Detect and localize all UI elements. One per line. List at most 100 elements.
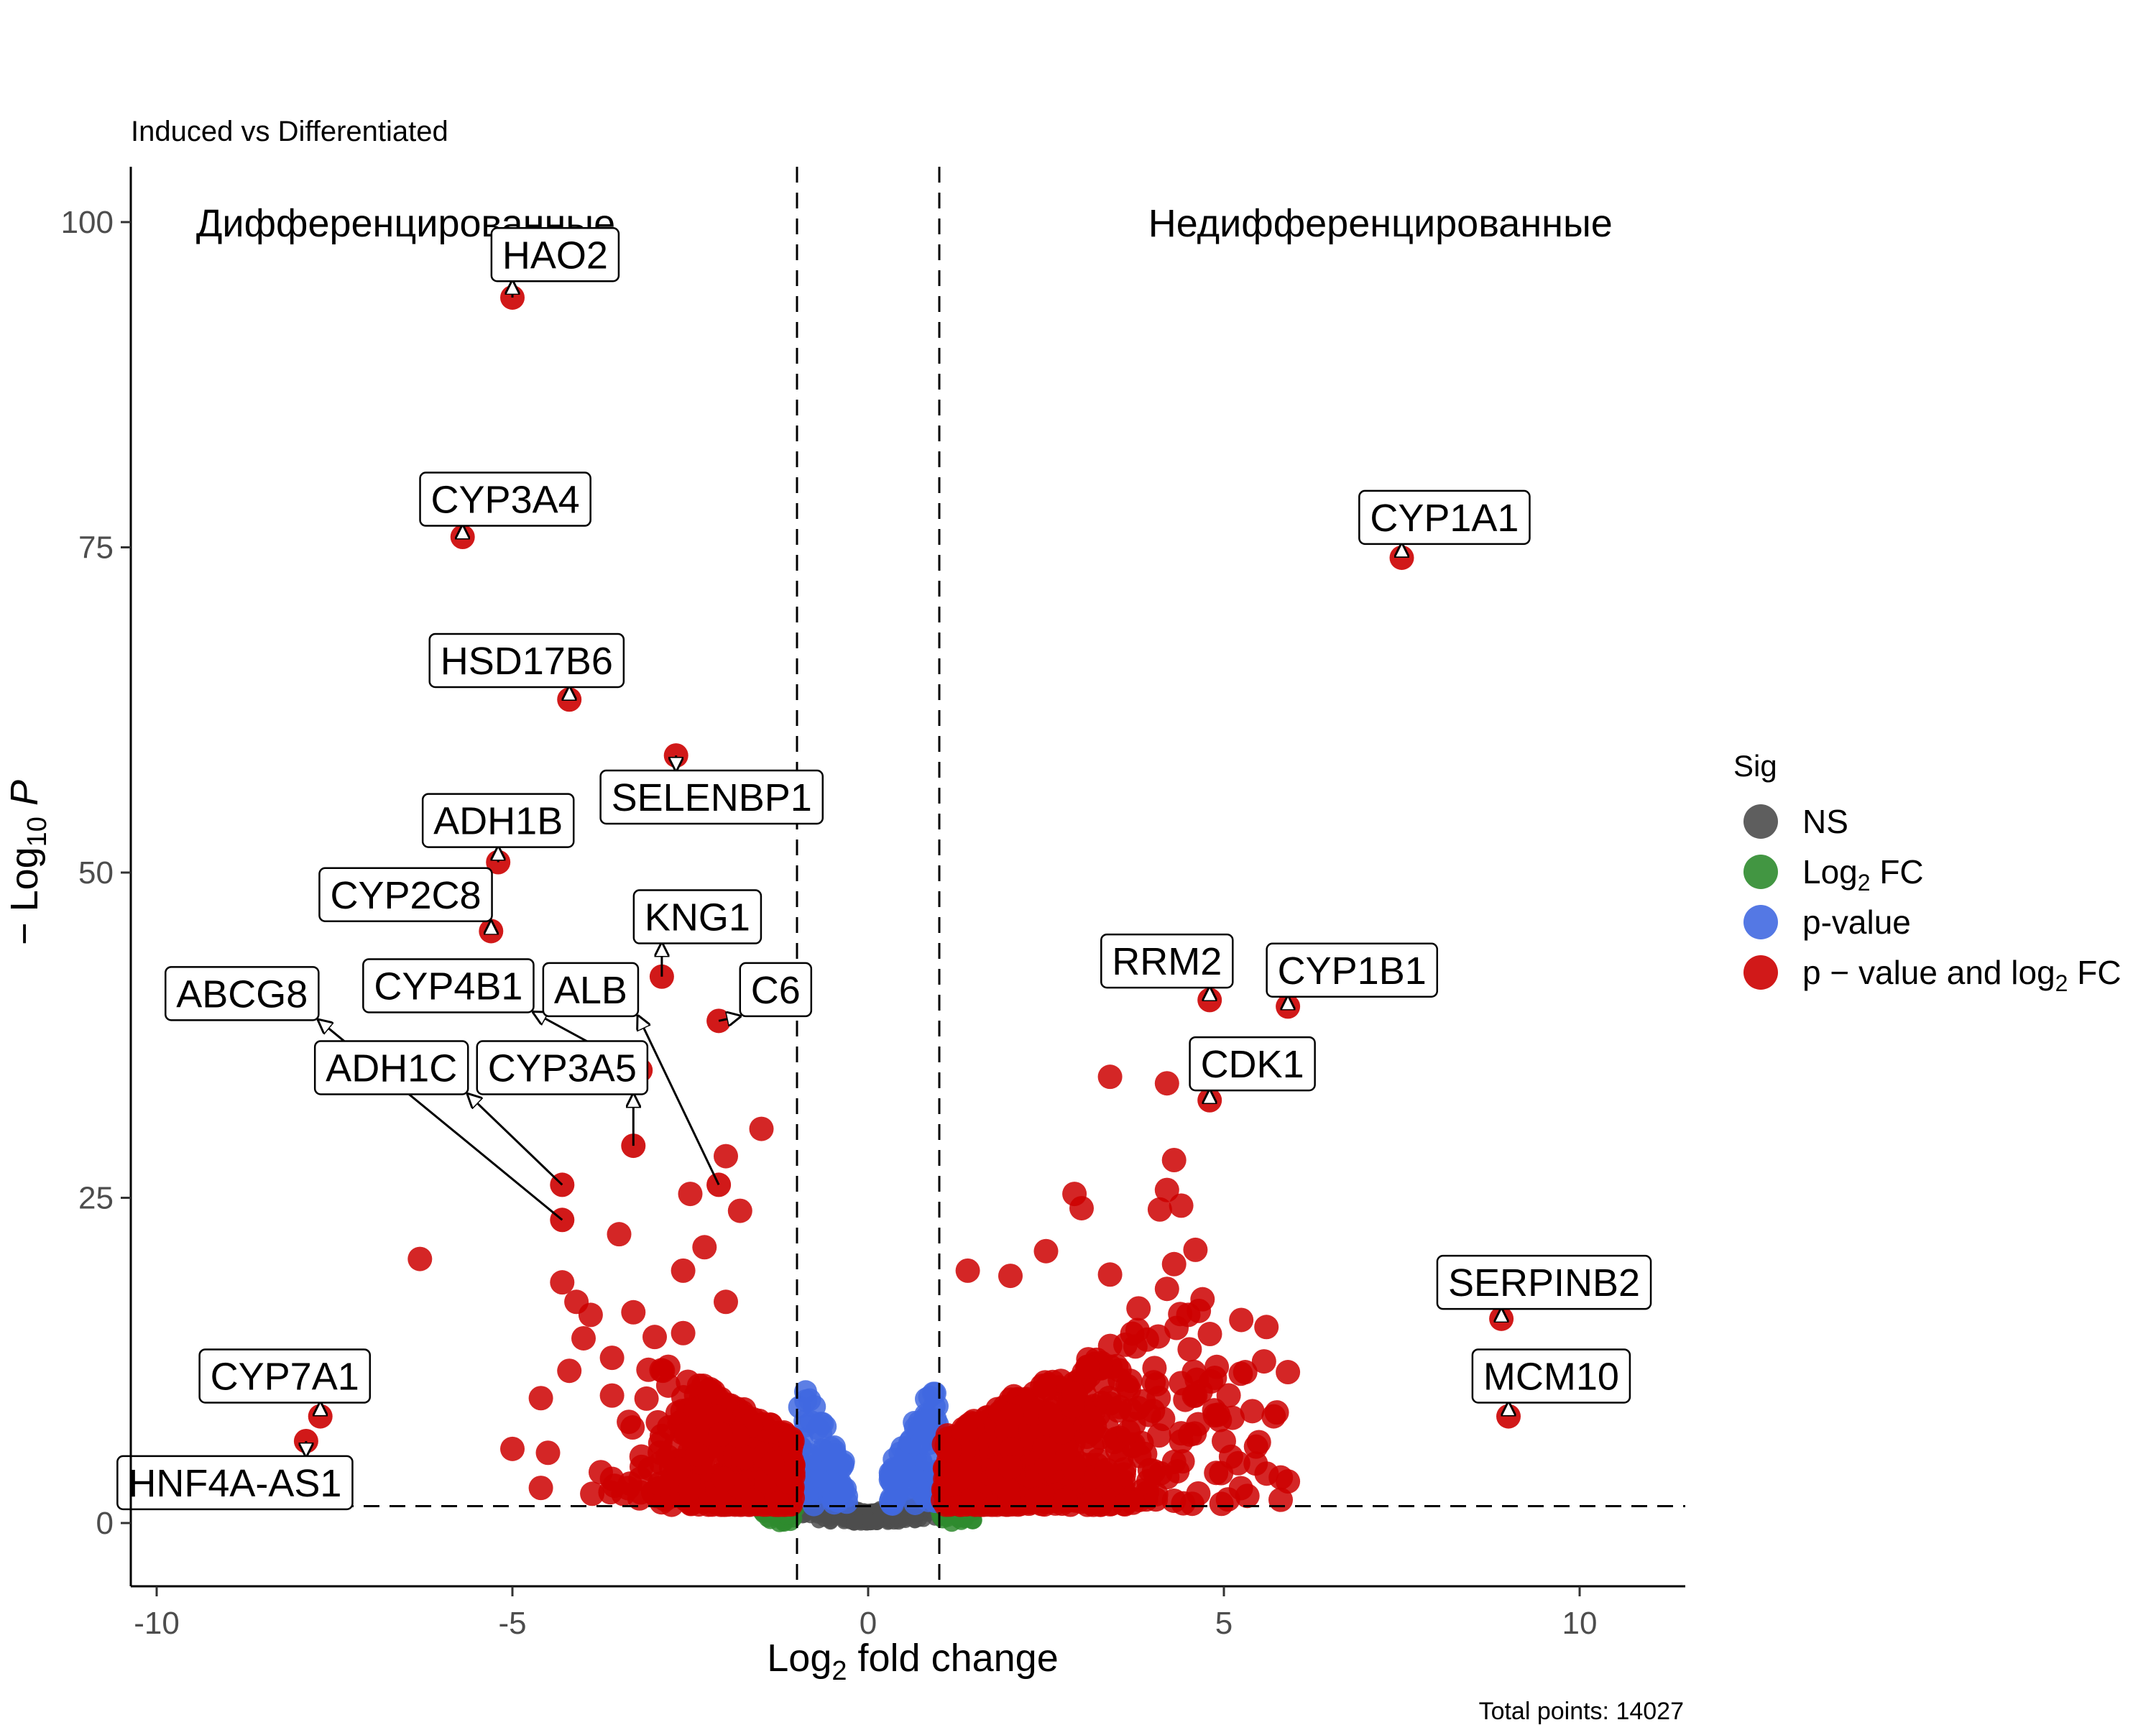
legend-entry: Log2 FC xyxy=(1743,853,1924,896)
sig-point xyxy=(1021,1401,1046,1426)
gene-label-serpinb2: SERPINB2 xyxy=(1436,1254,1652,1310)
sig-point xyxy=(1075,1354,1100,1379)
total-points-caption: Total points: 14027 xyxy=(1479,1698,1684,1725)
gene-label-cyp1b1: CYP1B1 xyxy=(1266,942,1439,998)
sig-point xyxy=(1146,1324,1171,1349)
sig-point xyxy=(1161,1148,1187,1173)
sig-point xyxy=(655,1373,681,1398)
sig-point xyxy=(1123,1334,1148,1359)
sig-point xyxy=(599,1383,625,1408)
gene-label-box xyxy=(490,227,620,282)
sig-point xyxy=(500,1436,525,1461)
sig-point xyxy=(749,1116,774,1141)
sig-point xyxy=(937,1438,962,1463)
sig-point xyxy=(760,1451,785,1476)
sig-point xyxy=(1240,1399,1265,1424)
sig-point xyxy=(1097,1064,1123,1090)
sig-point xyxy=(617,1409,642,1435)
gene-label-kng1: KNG1 xyxy=(632,889,763,944)
gene-label-text: C6 xyxy=(751,969,801,1012)
sig-point xyxy=(1118,1368,1143,1394)
gene-label-hsd17b6: HSD17B6 xyxy=(428,632,625,689)
sig-point xyxy=(599,1466,625,1491)
ns-point xyxy=(846,1514,862,1531)
sig-point xyxy=(599,1346,625,1371)
sig-point xyxy=(528,1386,553,1411)
sig-point xyxy=(1023,1486,1049,1512)
sig-point xyxy=(1097,1262,1123,1287)
sig-point xyxy=(642,1325,667,1350)
sig-point xyxy=(1169,1421,1194,1446)
sig-point xyxy=(1135,1468,1161,1494)
gene-label-text: SELENBP1 xyxy=(612,776,812,819)
gene-label-adh1b: ADH1B xyxy=(421,793,575,848)
gene-label-text: CYP1B1 xyxy=(1278,949,1427,993)
gene-label-text: CYP1A1 xyxy=(1370,497,1519,540)
y-tick-label: 25 xyxy=(78,1181,114,1216)
x-axis-title: Log2 fold change xyxy=(767,1637,1058,1686)
gene-label-box xyxy=(116,1455,354,1511)
pvalue-point xyxy=(800,1410,824,1434)
sig-point xyxy=(647,1471,672,1496)
sig-point xyxy=(1053,1488,1078,1513)
gene-label-rrm2: RRM2 xyxy=(1100,933,1234,989)
sig-point xyxy=(1079,1491,1104,1516)
sig-point xyxy=(1032,1435,1057,1460)
legend-swatch xyxy=(1743,855,1778,889)
sig-point xyxy=(1183,1237,1208,1262)
legend-label: Log2 FC xyxy=(1802,853,1924,896)
sig-point xyxy=(649,1423,674,1448)
sig-point xyxy=(659,1492,684,1517)
gene-label-cyp3a5: CYP3A5 xyxy=(476,1040,649,1095)
y-tick-label: 100 xyxy=(61,205,114,240)
gene-label-box xyxy=(1436,1254,1652,1310)
y-tick-label: 75 xyxy=(78,530,114,566)
legend-swatch xyxy=(1743,955,1778,990)
gene-label-text: KNG1 xyxy=(645,896,750,939)
sig-point xyxy=(629,1444,654,1469)
gene-label-box xyxy=(476,1040,649,1095)
gene-label-connector xyxy=(468,1095,563,1186)
sig-point xyxy=(1216,1383,1241,1408)
sig-point xyxy=(671,1258,696,1283)
sig-point xyxy=(998,1455,1023,1480)
sig-point xyxy=(1061,1381,1087,1407)
gene-label-box xyxy=(318,867,493,923)
gene-label-box xyxy=(165,966,320,1021)
sig-point xyxy=(1235,1484,1260,1509)
sig-point xyxy=(634,1386,659,1411)
sig-point xyxy=(740,1489,765,1514)
sig-point xyxy=(1094,1458,1119,1483)
gene-label-connector xyxy=(718,1016,740,1021)
region-labels: Дифференцированные Недифференцированные xyxy=(196,202,1613,245)
gene-label-text: ABCG8 xyxy=(176,972,308,1016)
sig-point xyxy=(696,1379,721,1404)
gene-label-box xyxy=(1189,1036,1316,1092)
y-tick-label: 50 xyxy=(78,855,114,891)
gene-label-text: HNF4A-AS1 xyxy=(128,1462,341,1505)
sig-point xyxy=(580,1481,605,1506)
gene-label-box xyxy=(599,769,824,825)
cutoff-lines xyxy=(131,167,1685,1586)
gene-label-box xyxy=(362,958,535,1013)
ns-point xyxy=(867,1514,884,1530)
legend: Sig NS Log2 FC p-value p − value and log2 F… xyxy=(1733,749,2122,996)
sig-point xyxy=(778,1429,803,1454)
sig-point xyxy=(671,1320,696,1346)
sig-point xyxy=(708,1422,733,1447)
gene-label-text: HAO2 xyxy=(502,234,608,277)
pvalue-point xyxy=(921,1381,945,1405)
x-tick-label: -5 xyxy=(498,1606,526,1641)
gene-label-cyp4b1: CYP4B1 xyxy=(362,958,535,1013)
x-tick-label: 10 xyxy=(1562,1606,1598,1641)
gene-label-cyp3a4: CYP3A4 xyxy=(419,472,591,527)
sig-point xyxy=(1190,1287,1215,1312)
sig-point xyxy=(1079,1420,1105,1445)
sig-point xyxy=(1197,1322,1222,1347)
sig-point xyxy=(1154,1276,1179,1302)
sig-point xyxy=(1161,1251,1187,1276)
sig-point xyxy=(1176,1302,1201,1328)
gene-label-box xyxy=(632,889,763,944)
